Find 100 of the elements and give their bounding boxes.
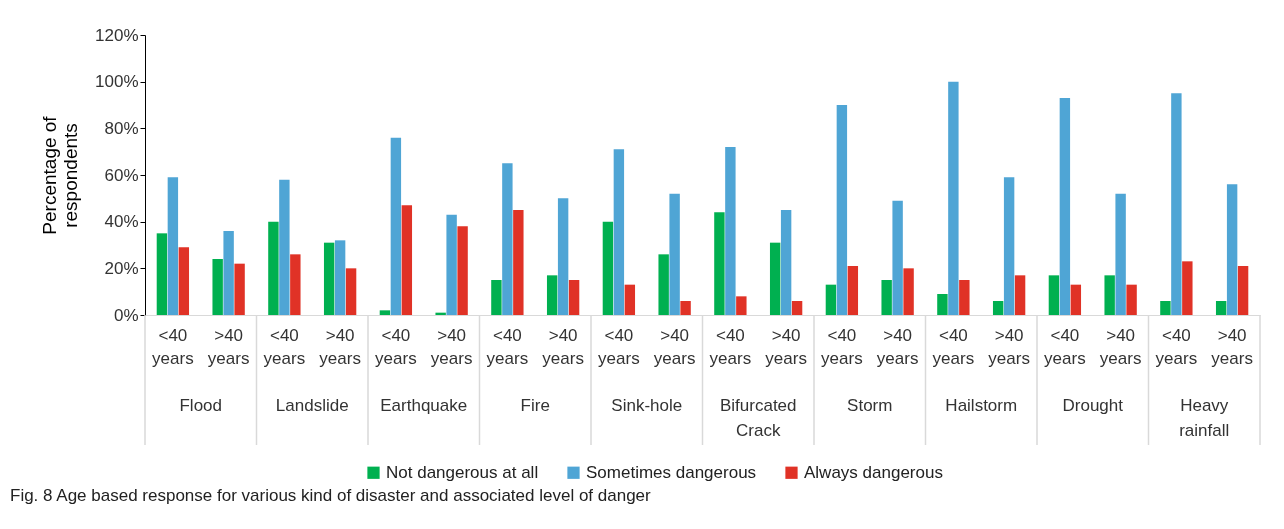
bar [624, 284, 636, 315]
bar [546, 275, 558, 315]
bar [992, 301, 1004, 315]
bar [234, 263, 245, 315]
y-tick-label: 60% [104, 165, 139, 185]
x-tick-label: <40 years [821, 325, 863, 368]
y-tick-label: 100% [95, 72, 139, 92]
caption: Fig. 8 Age based response for various kind of disaster and associated level of danger [10, 486, 652, 505]
bar [334, 240, 346, 315]
bar [446, 214, 457, 315]
bar [836, 105, 848, 315]
bar [881, 280, 892, 315]
bar [613, 149, 625, 315]
y-tick-label: 120% [95, 25, 139, 45]
text: Storm [847, 396, 893, 415]
y-tick-label: 40% [104, 212, 139, 232]
bar [1160, 301, 1171, 315]
bar [948, 81, 959, 315]
bar [714, 212, 725, 315]
bar [1126, 284, 1137, 315]
text: Fire [520, 396, 550, 415]
bar [780, 210, 792, 315]
text: Hailstorm [945, 396, 1018, 415]
y-tick-label: 0% [113, 305, 139, 325]
bar [156, 233, 168, 315]
bar [1215, 301, 1227, 315]
bar [568, 280, 580, 315]
x-tick-label: >40 years [988, 325, 1030, 368]
x-tick-label: <40 years [932, 325, 975, 368]
legend-label: Sometimes dangerous [586, 462, 757, 482]
bar [290, 254, 301, 315]
bar [680, 301, 691, 315]
bar [401, 205, 413, 315]
x-tick-label: <40 years [598, 325, 640, 368]
text: Flood [179, 396, 223, 415]
bar [602, 221, 614, 315]
bar [1059, 98, 1071, 315]
bar [345, 268, 357, 315]
bar [1070, 284, 1082, 315]
bar [513, 210, 524, 315]
x-tick-label: >40 years [765, 325, 807, 368]
text: Drought [1062, 396, 1124, 415]
bar [323, 242, 335, 315]
bar [1014, 275, 1026, 315]
x-tick-label: >40 years [653, 325, 696, 368]
bar [435, 312, 446, 315]
y-tick-label: 20% [104, 258, 139, 278]
x-tick-label: <40 years [263, 325, 306, 368]
bar [1237, 266, 1249, 315]
bar [725, 147, 736, 315]
bar [491, 280, 502, 315]
x-tick-label: <40 years [486, 325, 529, 368]
x-tick-label: >40 years [319, 325, 361, 368]
x-tick-label: >40 years [1211, 325, 1253, 368]
bar [279, 179, 290, 315]
bar [791, 301, 803, 315]
x-tick-label: >40 years [1099, 325, 1142, 368]
text: Heavy rainfall [1179, 396, 1230, 440]
text: Sink-hole [611, 396, 683, 415]
bar [268, 221, 279, 315]
x-tick-label: <40 years [375, 325, 417, 368]
y-axis-title: Percentage of respondents [39, 115, 82, 235]
x-tick-label: >40 years [876, 325, 919, 368]
x-tick-label: >40 years [542, 325, 584, 368]
bar [669, 193, 680, 315]
bar [847, 266, 859, 315]
bar [959, 280, 970, 315]
bar [1182, 261, 1193, 315]
bar [178, 247, 190, 315]
bar [223, 231, 234, 315]
legend-label: Not dangerous at all [386, 462, 539, 482]
bar [1003, 177, 1015, 315]
bar [825, 284, 837, 315]
x-tick-label: <40 years [152, 325, 194, 368]
bar [769, 242, 781, 315]
bar [167, 177, 179, 315]
bar [1115, 193, 1126, 315]
bar [502, 163, 513, 315]
bar [892, 200, 903, 315]
bar [457, 226, 468, 315]
bar [903, 268, 914, 315]
text: Earthquake [380, 396, 468, 415]
bar [1171, 93, 1182, 315]
x-tick-label: <40 years [709, 325, 752, 368]
bar [390, 137, 402, 315]
bar [557, 198, 569, 315]
x-tick-label: <40 years [1044, 325, 1086, 368]
bar [1226, 184, 1238, 315]
x-tick-label: >40 years [207, 325, 250, 368]
text: Landslide [275, 396, 349, 415]
bar [1048, 275, 1060, 315]
bar [658, 254, 669, 315]
x-tick-label: >40 years [430, 325, 473, 368]
legend-label: Always dangerous [804, 462, 943, 482]
x-tick-label: <40 years [1155, 325, 1198, 368]
bar [1104, 275, 1115, 315]
bar [937, 294, 948, 315]
bar [212, 259, 223, 315]
bar [379, 310, 391, 315]
bar [736, 296, 747, 315]
